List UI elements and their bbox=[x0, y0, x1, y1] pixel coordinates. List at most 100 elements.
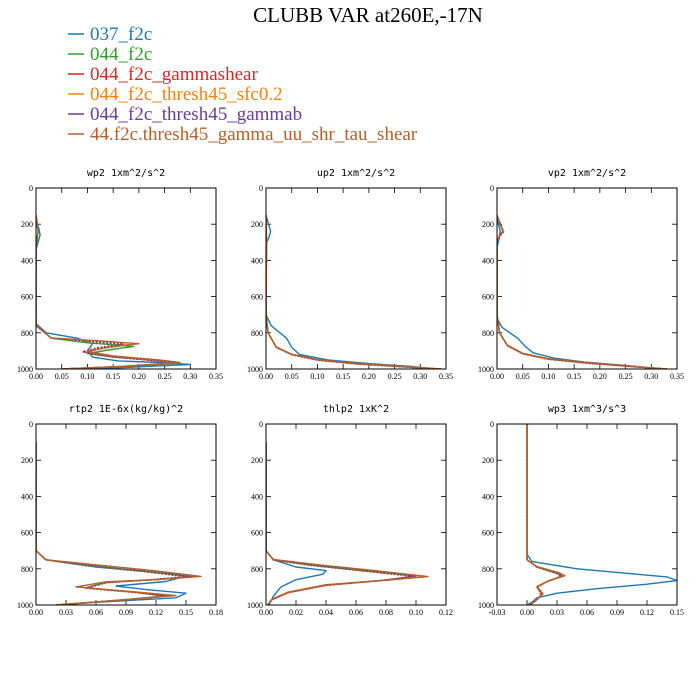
series-line bbox=[497, 215, 662, 369]
y-tick-label: 400 bbox=[482, 492, 494, 501]
x-tick-label: 0.02 bbox=[289, 608, 303, 617]
series-group bbox=[36, 442, 202, 605]
x-tick-label: 0.10 bbox=[310, 372, 324, 381]
plot-frame bbox=[35, 423, 217, 606]
x-tick-label: 0.20 bbox=[362, 372, 376, 381]
series-line bbox=[526, 424, 677, 605]
series-line bbox=[266, 442, 327, 605]
legend-label: 44.f2c.thresh45_gamma_uu_shr_tau_shear bbox=[90, 124, 418, 145]
panel-title: rtp2 1E-6x(kg/kg)^2 bbox=[69, 404, 183, 415]
legend-item: 44.f2c.thresh45_gamma_uu_shr_tau_shear bbox=[68, 124, 418, 145]
x-tick-label: 0.00 bbox=[259, 372, 273, 381]
plot-frame bbox=[35, 187, 217, 370]
legend-label: 044_f2c_gammashear bbox=[90, 64, 258, 85]
y-tick-label: 800 bbox=[482, 565, 494, 574]
x-tick-label: 0.30 bbox=[183, 372, 197, 381]
series-line bbox=[497, 214, 667, 369]
x-tick-label: 0.25 bbox=[619, 372, 633, 381]
x-tick-label: 0.18 bbox=[209, 608, 223, 617]
plot-frame bbox=[496, 187, 678, 370]
series-group bbox=[266, 215, 441, 369]
y-tick-label: 600 bbox=[21, 293, 33, 302]
series-line bbox=[497, 214, 667, 369]
x-tick-label: 0.35 bbox=[209, 372, 223, 381]
legend-label: 044_f2c_thresh45_gammab bbox=[90, 104, 302, 125]
series-line bbox=[526, 424, 562, 605]
x-tick-label: 0.12 bbox=[640, 608, 654, 617]
y-tick-label: 200 bbox=[21, 220, 33, 229]
x-tick-label: 0.00 bbox=[520, 608, 534, 617]
legend-item: 044_f2c_thresh45_sfc0.2 bbox=[68, 84, 283, 105]
series-line bbox=[266, 215, 441, 369]
x-tick-label: 0.03 bbox=[550, 608, 564, 617]
x-tick-label: 0.10 bbox=[409, 608, 423, 617]
y-tick-label: 1000 bbox=[247, 601, 263, 610]
y-tick-label: 800 bbox=[251, 565, 263, 574]
x-tick-label: 0.03 bbox=[59, 608, 73, 617]
x-tick-label: 0.00 bbox=[490, 372, 504, 381]
y-tick-label: 200 bbox=[251, 220, 263, 229]
y-tick-label: 0 bbox=[29, 420, 33, 429]
series-group bbox=[266, 442, 429, 605]
x-tick-label: 0.15 bbox=[179, 608, 193, 617]
series-line bbox=[266, 215, 436, 369]
series-line bbox=[266, 442, 417, 605]
series-line bbox=[266, 442, 429, 605]
series-group bbox=[36, 215, 191, 369]
y-tick-label: 200 bbox=[251, 456, 263, 465]
y-tick-label: 1000 bbox=[478, 601, 494, 610]
x-tick-label: 0.12 bbox=[439, 608, 453, 617]
y-tick-label: 600 bbox=[251, 529, 263, 538]
y-tick-label: 600 bbox=[21, 529, 33, 538]
y-tick-label: 400 bbox=[21, 256, 33, 265]
y-tick-label: 400 bbox=[251, 492, 263, 501]
series-line bbox=[36, 215, 181, 369]
legend-item: 037_f2c bbox=[68, 24, 152, 45]
y-tick-label: 200 bbox=[21, 456, 33, 465]
x-tick-label: 0.05 bbox=[285, 372, 299, 381]
x-tick-label: 0.09 bbox=[119, 608, 133, 617]
panel-title: wp3 1xm^3/s^3 bbox=[548, 404, 626, 415]
series-line bbox=[266, 442, 420, 605]
y-tick-label: 800 bbox=[21, 329, 33, 338]
legend-label: 044_f2c_thresh45_sfc0.2 bbox=[90, 84, 283, 105]
y-tick-label: 200 bbox=[482, 456, 494, 465]
y-tick-label: 0 bbox=[29, 184, 33, 193]
x-tick-label: 0.20 bbox=[132, 372, 146, 381]
y-tick-label: 1000 bbox=[247, 365, 263, 374]
y-tick-label: 200 bbox=[482, 220, 494, 229]
y-tick-label: 600 bbox=[251, 293, 263, 302]
series-line bbox=[497, 214, 667, 369]
y-tick-label: 800 bbox=[21, 565, 33, 574]
x-tick-label: 0.10 bbox=[80, 372, 94, 381]
legend-item: 044_f2c_thresh45_gammab bbox=[68, 104, 302, 125]
y-tick-label: 800 bbox=[482, 329, 494, 338]
series-line bbox=[266, 215, 441, 369]
chart-panel: rtp2 1E-6x(kg/kg)^2 0 200 400 600 800 10000.00… bbox=[17, 404, 223, 617]
y-tick-label: 0 bbox=[259, 184, 263, 193]
series-line bbox=[266, 215, 441, 369]
x-tick-label: 0.10 bbox=[541, 372, 555, 381]
legend-item: 044_f2c_gammashear bbox=[68, 64, 258, 85]
panel-title: up2 1xm^2/s^2 bbox=[317, 168, 395, 179]
y-tick-label: 600 bbox=[482, 529, 494, 538]
series-line bbox=[497, 214, 667, 369]
series-line bbox=[36, 215, 191, 369]
y-tick-label: 0 bbox=[490, 420, 494, 429]
y-tick-label: 1000 bbox=[478, 365, 494, 374]
panel-title: wp2 1xm^2/s^2 bbox=[87, 168, 165, 179]
series-line bbox=[36, 215, 176, 369]
x-tick-label: 0.00 bbox=[29, 608, 43, 617]
x-tick-label: 0.00 bbox=[29, 372, 43, 381]
x-tick-label: 0.04 bbox=[319, 608, 333, 617]
x-tick-label: 0.25 bbox=[388, 372, 402, 381]
series-line bbox=[266, 442, 414, 605]
x-tick-label: 0.15 bbox=[670, 608, 684, 617]
x-tick-label: 0.06 bbox=[580, 608, 594, 617]
legend-label: 044_f2c bbox=[90, 44, 152, 65]
series-line bbox=[266, 215, 441, 369]
figure-title: CLUBB VAR at260E,-17N bbox=[253, 3, 483, 27]
